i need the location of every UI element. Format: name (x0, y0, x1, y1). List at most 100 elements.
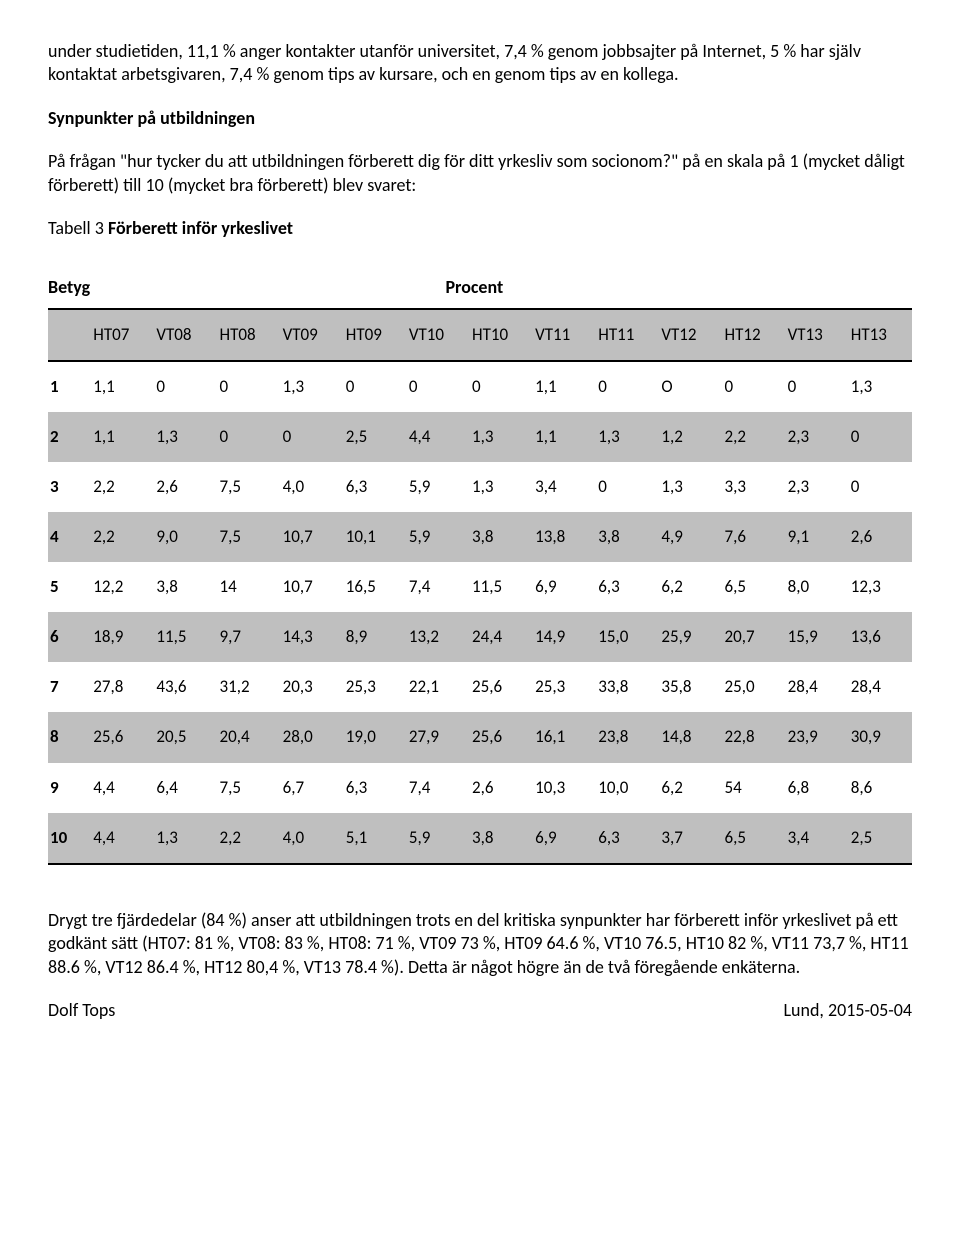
table-cell: 35,8 (659, 662, 722, 712)
table-cell: 2 (48, 412, 91, 462)
table-cell: 6,3 (596, 813, 659, 864)
table-cell: 2,2 (722, 412, 785, 462)
table-cell: 6,5 (722, 562, 785, 612)
table-cell: 16,1 (533, 712, 596, 762)
table-row: 512,23,81410,716,57,411,56,96,36,26,58,0… (48, 562, 912, 612)
table-cell: 4,0 (281, 813, 344, 864)
table-cell: 8,0 (786, 562, 849, 612)
table-header-cell: VT08 (154, 309, 217, 361)
table-header-cell: HT07 (91, 309, 154, 361)
table-caption: Tabell 3 Förberett inför yrkeslivet (48, 217, 912, 240)
subheading: Synpunkter på utbildningen (48, 107, 912, 130)
table-cell: 1,3 (154, 412, 217, 462)
table-cell: 0 (154, 361, 217, 412)
table-cell: O (659, 361, 722, 412)
table-header-cell: VT11 (533, 309, 596, 361)
table-cell: 3,4 (786, 813, 849, 864)
table-cell: 3,4 (533, 462, 596, 512)
table-cell: 6,2 (659, 562, 722, 612)
table-cell: 10,1 (344, 512, 407, 562)
table-cell: 27,8 (91, 662, 154, 712)
table-cell: 0 (407, 361, 470, 412)
table-cell: 4,4 (91, 813, 154, 864)
table-cell: 12,3 (849, 562, 912, 612)
table-header-cell: HT13 (849, 309, 912, 361)
data-table: HT07VT08HT08VT09HT09VT10HT10VT11HT11VT12… (48, 308, 912, 865)
table-cell: 4,4 (407, 412, 470, 462)
table-cell: 15,9 (786, 612, 849, 662)
table-header-cell: VT09 (281, 309, 344, 361)
table-cell: 0 (217, 412, 280, 462)
table-cell: 14,3 (281, 612, 344, 662)
table-cell: 0 (849, 412, 912, 462)
table-cell: 10,7 (281, 562, 344, 612)
table-cell: 0 (281, 412, 344, 462)
table-cell: 3,8 (154, 562, 217, 612)
footer-author: Dolf Tops (48, 999, 115, 1022)
table-cell: 27,9 (407, 712, 470, 762)
table-cell: 20,4 (217, 712, 280, 762)
table-cell: 5,9 (407, 462, 470, 512)
table-cell: 23,9 (786, 712, 849, 762)
table-cell: 2,6 (154, 462, 217, 512)
table-cell: 1,1 (533, 412, 596, 462)
table-cell: 8 (48, 712, 91, 762)
table-cell: 0 (786, 361, 849, 412)
table-cell: 24,4 (470, 612, 533, 662)
table-cell: 0 (344, 361, 407, 412)
table-cell: 22,8 (722, 712, 785, 762)
table-cell: 7,4 (407, 763, 470, 813)
table-cell: 2,3 (786, 462, 849, 512)
table-cell: 6,9 (533, 813, 596, 864)
table-cell: 6,3 (596, 562, 659, 612)
table-cell: 22,1 (407, 662, 470, 712)
table-cell: 2,6 (849, 512, 912, 562)
table-cell: 25,9 (659, 612, 722, 662)
caption-bold: Förberett inför yrkeslivet (108, 217, 293, 239)
table-cell: 20,5 (154, 712, 217, 762)
table-cell: 7 (48, 662, 91, 712)
table-cell: 28,4 (786, 662, 849, 712)
table-cell: 10 (48, 813, 91, 864)
table-row: 32,22,67,54,06,35,91,33,401,33,32,30 (48, 462, 912, 512)
table-cell: 31,2 (217, 662, 280, 712)
table-cell: 3 (48, 462, 91, 512)
table-cell: 54 (722, 763, 785, 813)
table-cell: 0 (722, 361, 785, 412)
table-cell: 6,3 (344, 763, 407, 813)
table-cell: 9,7 (217, 612, 280, 662)
table-cell: 7,6 (722, 512, 785, 562)
table-cell: 6,3 (344, 462, 407, 512)
table-cell: 4,9 (659, 512, 722, 562)
table-cell: 1,3 (849, 361, 912, 412)
table-cell: 2,2 (217, 813, 280, 864)
table-cell: 10,3 (533, 763, 596, 813)
table-cell: 5 (48, 562, 91, 612)
table-cell: 1,1 (533, 361, 596, 412)
table-cell: 1 (48, 361, 91, 412)
table-cell: 13,2 (407, 612, 470, 662)
label-procent: Procent (445, 276, 503, 299)
table-cell: 10,7 (281, 512, 344, 562)
table-axis-labels: Betyg Procent (48, 264, 912, 299)
table-row: 104,41,32,24,05,15,93,86,96,33,76,53,42,… (48, 813, 912, 864)
table-cell: 0 (596, 462, 659, 512)
table-cell: 10,0 (596, 763, 659, 813)
table-row: 727,843,631,220,325,322,125,625,333,835,… (48, 662, 912, 712)
table-cell: 3,8 (470, 813, 533, 864)
table-cell: 8,9 (344, 612, 407, 662)
table-cell: 5,9 (407, 512, 470, 562)
table-cell: 20,7 (722, 612, 785, 662)
table-cell: 1,3 (281, 361, 344, 412)
table-cell: 28,4 (849, 662, 912, 712)
table-header-cell: VT12 (659, 309, 722, 361)
table-cell: 25,6 (470, 712, 533, 762)
table-cell: 2,5 (344, 412, 407, 462)
table-cell: 1,2 (659, 412, 722, 462)
caption-prefix: Tabell 3 (48, 217, 108, 239)
table-cell: 1,3 (470, 462, 533, 512)
table-cell: 2,5 (849, 813, 912, 864)
table-cell: 25,6 (470, 662, 533, 712)
table-cell: 6,5 (722, 813, 785, 864)
table-cell: 12,2 (91, 562, 154, 612)
